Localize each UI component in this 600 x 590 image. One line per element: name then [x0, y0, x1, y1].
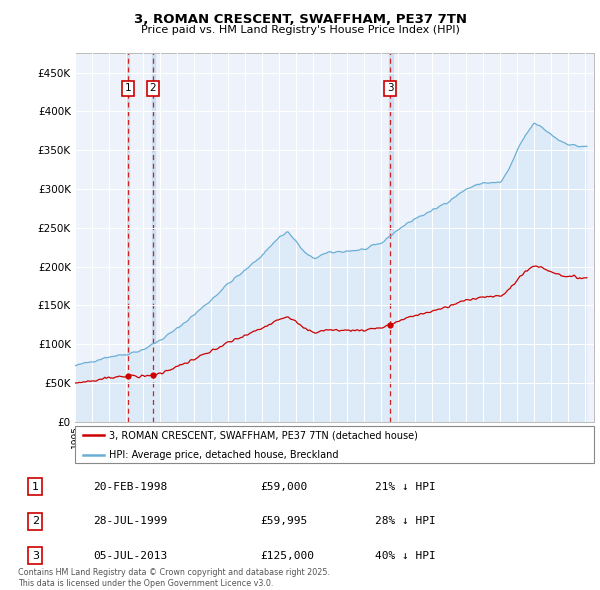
Text: £125,000: £125,000 — [260, 551, 314, 561]
Text: 40% ↓ HPI: 40% ↓ HPI — [375, 551, 436, 561]
Text: 28-JUL-1999: 28-JUL-1999 — [93, 516, 167, 526]
Text: 1: 1 — [125, 83, 131, 93]
Text: Contains HM Land Registry data © Crown copyright and database right 2025.
This d: Contains HM Land Registry data © Crown c… — [18, 568, 330, 588]
Text: £59,000: £59,000 — [260, 481, 307, 491]
Text: 1: 1 — [32, 481, 39, 491]
Text: £59,995: £59,995 — [260, 516, 307, 526]
Text: 28% ↓ HPI: 28% ↓ HPI — [375, 516, 436, 526]
Text: 2: 2 — [32, 516, 39, 526]
Bar — [126, 53, 129, 422]
Text: 21% ↓ HPI: 21% ↓ HPI — [375, 481, 436, 491]
Text: 3: 3 — [32, 551, 39, 561]
Bar — [389, 53, 394, 422]
Text: 3, ROMAN CRESCENT, SWAFFHAM, PE37 7TN: 3, ROMAN CRESCENT, SWAFFHAM, PE37 7TN — [133, 13, 467, 26]
FancyBboxPatch shape — [75, 426, 594, 463]
Text: Price paid vs. HM Land Registry's House Price Index (HPI): Price paid vs. HM Land Registry's House … — [140, 25, 460, 35]
Text: HPI: Average price, detached house, Breckland: HPI: Average price, detached house, Brec… — [109, 450, 338, 460]
Bar — [152, 53, 155, 422]
Text: 3, ROMAN CRESCENT, SWAFFHAM, PE37 7TN (detached house): 3, ROMAN CRESCENT, SWAFFHAM, PE37 7TN (d… — [109, 430, 418, 440]
Text: 05-JUL-2013: 05-JUL-2013 — [93, 551, 167, 561]
Text: 2: 2 — [149, 83, 156, 93]
Text: 3: 3 — [386, 83, 393, 93]
Text: 20-FEB-1998: 20-FEB-1998 — [93, 481, 167, 491]
